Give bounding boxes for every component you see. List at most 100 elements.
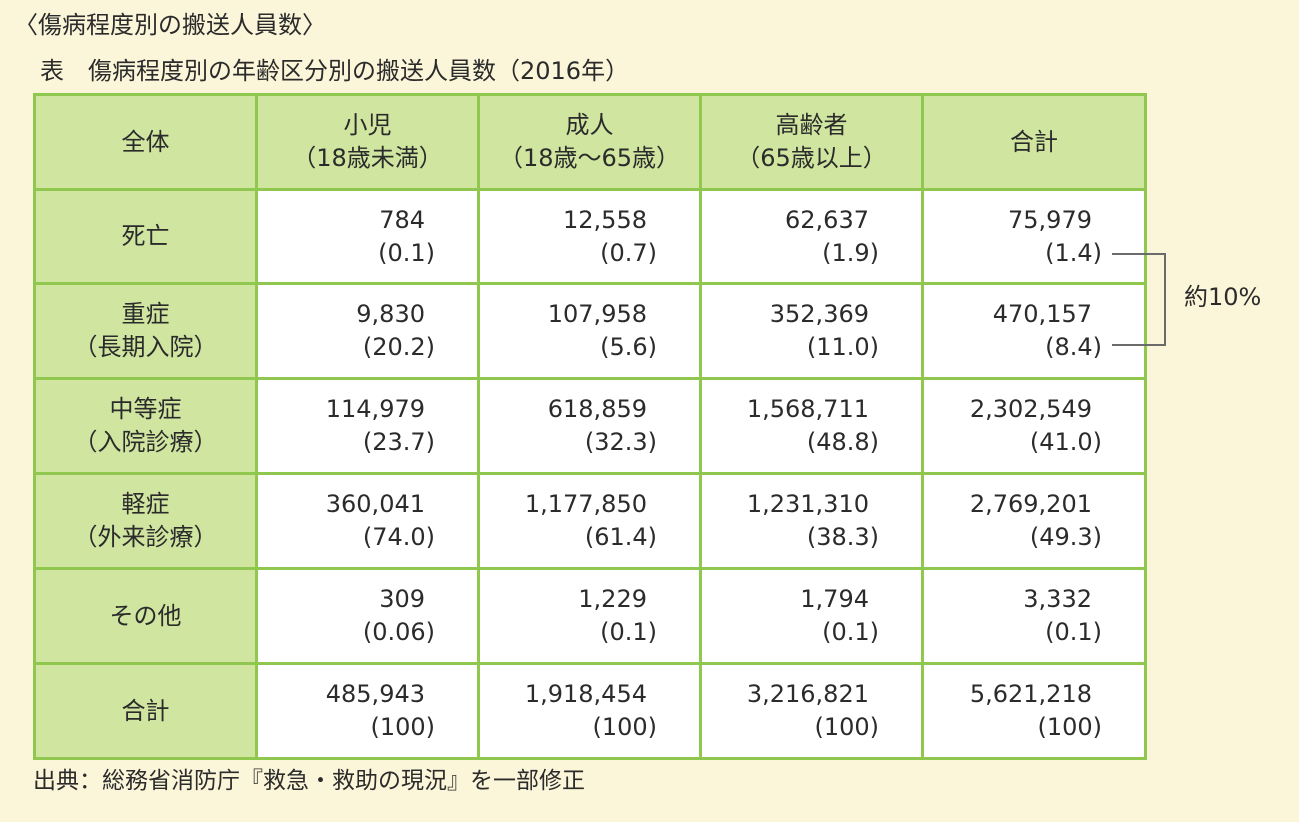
cell-count: 62,637	[785, 205, 869, 234]
cell-percent: (48.8)	[806, 428, 879, 456]
header-cell-total: 合計	[921, 93, 1147, 191]
cell-percent: (61.4)	[584, 523, 657, 551]
header-label: 成人	[565, 111, 614, 139]
table-row: 合計 485,943 (100) 1,918,454 (100) 3,216,8…	[33, 662, 1147, 760]
transport-data-table: 全体 小児 （18歳未満） 成人 （18歳〜65歳） 高齢者 （65歳以上） 合…	[33, 93, 1147, 760]
table-cell: 9,830 (20.2)	[255, 282, 480, 380]
cell-count: 107,958	[547, 300, 647, 328]
cell-count: 1,918,454	[524, 680, 647, 708]
cell-percent: (100)	[592, 713, 657, 741]
row-label: 中等症	[109, 395, 182, 423]
table-row: 重症 （長期入院） 9,830 (20.2) 107,958 (5.6) 352…	[33, 282, 1147, 380]
header-cell-overall: 全体	[33, 93, 258, 191]
source-citation: 出典：総務省消防庁『救急・救助の現況』を一部修正	[33, 768, 585, 794]
table-row: その他 309 (0.06) 1,229 (0.1) 1,794 (0.1) 3…	[33, 567, 1147, 665]
table-header-row: 全体 小児 （18歳未満） 成人 （18歳〜65歳） 高齢者 （65歳以上） 合…	[33, 93, 1147, 191]
header-sublabel: （65歳以上）	[736, 144, 887, 172]
header-sublabel: （18歳〜65歳）	[498, 144, 681, 172]
cell-percent: (1.9)	[822, 238, 879, 267]
cell-count: 352,369	[769, 300, 869, 328]
cell-percent: (32.3)	[584, 428, 657, 456]
cell-count: 485,943	[325, 680, 425, 708]
header-sublabel: （18歳未満）	[292, 144, 443, 172]
table-cell: 1,918,454 (100)	[477, 662, 702, 760]
table-cell: 3,216,821 (100)	[699, 662, 924, 760]
table-cell: 485,943 (100)	[255, 662, 480, 760]
cell-percent: (23.7)	[362, 428, 435, 456]
table-cell: 352,369 (11.0)	[699, 282, 924, 380]
header-cell-adults: 成人 （18歳〜65歳）	[477, 93, 702, 191]
cell-count: 5,621,218	[969, 680, 1092, 708]
cell-count: 1,568,711	[746, 395, 869, 423]
table-cell: 75,979 (1.4)	[921, 188, 1147, 285]
page-title: 〈傷病程度別の搬送人員数〉	[14, 11, 326, 39]
cell-percent: (1.4)	[1045, 238, 1102, 267]
cell-count: 360,041	[325, 490, 425, 518]
table-cell: 360,041 (74.0)	[255, 472, 480, 570]
row-label: 軽症	[121, 490, 170, 518]
table-row: 軽症 （外来診療） 360,041 (74.0) 1,177,850 (61.4…	[33, 472, 1147, 570]
cell-count: 75,979	[1008, 205, 1092, 234]
percentage-bracket	[1112, 253, 1166, 346]
cell-percent: (0.1)	[1045, 618, 1102, 646]
cell-count: 3,216,821	[746, 680, 869, 708]
cell-count: 9,830	[356, 300, 425, 328]
cell-count: 12,558	[563, 205, 647, 234]
row-label: 重症	[121, 300, 170, 328]
table-cell: 618,859 (32.3)	[477, 377, 702, 475]
row-sublabel: （入院診療）	[73, 428, 218, 456]
table-cell: 2,302,549 (41.0)	[921, 377, 1147, 475]
cell-percent: (38.3)	[806, 523, 879, 551]
table-cell: 62,637 (1.9)	[699, 188, 924, 285]
header-cell-children: 小児 （18歳未満）	[255, 93, 480, 191]
table-cell: 784 (0.1)	[255, 188, 480, 285]
row-label-moderate: 中等症 （入院診療）	[33, 377, 258, 475]
table-cell: 1,177,850 (61.4)	[477, 472, 702, 570]
cell-percent: (41.0)	[1029, 428, 1102, 456]
row-label-total: 合計	[33, 662, 258, 760]
cell-percent: (5.6)	[600, 333, 657, 361]
table-cell: 12,558 (0.7)	[477, 188, 702, 285]
table-cell: 107,958 (5.6)	[477, 282, 702, 380]
table-cell: 309 (0.06)	[255, 567, 480, 665]
table-caption: 表 傷病程度別の年齢区分別の搬送人員数（2016年）	[40, 57, 630, 85]
cell-count: 114,979	[325, 395, 425, 423]
table-cell: 1,229 (0.1)	[477, 567, 702, 665]
row-sublabel: （外来診療）	[73, 523, 218, 551]
row-label: 死亡	[121, 222, 170, 250]
cell-percent: (74.0)	[362, 523, 435, 551]
cell-count: 1,177,850	[524, 490, 647, 518]
row-label: その他	[109, 601, 182, 630]
cell-percent: (100)	[1037, 713, 1102, 741]
cell-percent: (100)	[370, 713, 435, 741]
data-table-container: 全体 小児 （18歳未満） 成人 （18歳〜65歳） 高齢者 （65歳以上） 合…	[33, 93, 1147, 760]
table-cell: 114,979 (23.7)	[255, 377, 480, 475]
table-row: 中等症 （入院診療） 114,979 (23.7) 618,859 (32.3)…	[33, 377, 1147, 475]
cell-count: 1,229	[578, 585, 647, 613]
row-label-other: その他	[33, 567, 258, 665]
cell-count: 1,231,310	[746, 490, 869, 518]
header-label: 全体	[121, 127, 170, 156]
cell-percent: (0.1)	[600, 618, 657, 646]
row-label-minor: 軽症 （外来診療）	[33, 472, 258, 570]
header-label: 合計	[1010, 127, 1058, 156]
header-label: 高齢者	[775, 111, 848, 139]
row-label-death: 死亡	[33, 188, 258, 285]
header-cell-elderly: 高齢者 （65歳以上）	[699, 93, 924, 191]
cell-percent: (49.3)	[1029, 523, 1102, 551]
table-cell: 5,621,218 (100)	[921, 662, 1147, 760]
cell-percent: (0.7)	[600, 238, 657, 267]
cell-count: 1,794	[800, 585, 869, 613]
row-label-severe: 重症 （長期入院）	[33, 282, 258, 380]
cell-count: 309	[379, 585, 425, 613]
row-label: 合計	[121, 696, 170, 725]
cell-count: 2,769,201	[969, 490, 1092, 518]
table-row: 死亡 784 (0.1) 12,558 (0.7) 62,637 (1.9) 7…	[33, 188, 1147, 285]
cell-percent: (100)	[814, 713, 879, 741]
cell-count: 470,157	[992, 300, 1092, 328]
cell-percent: (11.0)	[806, 333, 879, 361]
cell-percent: (8.4)	[1045, 333, 1102, 361]
cell-percent: (0.1)	[378, 238, 435, 267]
table-cell: 1,231,310 (38.3)	[699, 472, 924, 570]
cell-percent: (0.06)	[362, 618, 435, 646]
